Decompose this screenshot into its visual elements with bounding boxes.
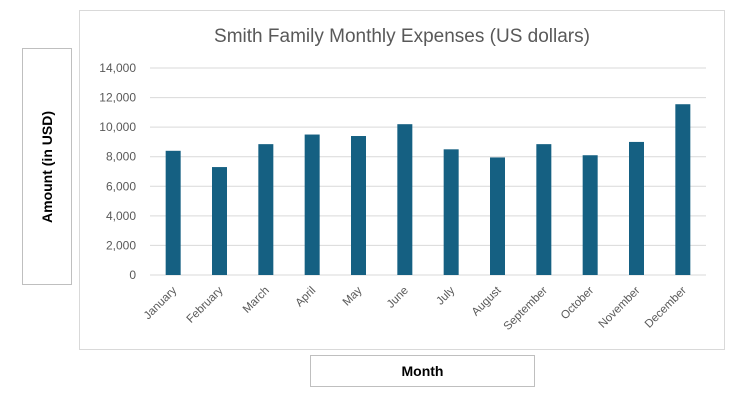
y-tick-label: 14,000 [99,61,136,75]
bar-september [536,144,552,275]
y-tick-label: 2,000 [106,238,136,252]
y-tick-label: 0 [129,268,136,282]
x-tick-label: March [241,285,272,316]
bar-january [165,150,181,275]
bar-december [675,104,691,275]
x-axis-title: Month [401,363,444,379]
y-tick-label: 12,000 [99,91,136,105]
x-tick-label: April [294,285,319,310]
bar-february [212,167,227,275]
x-tick-label: January [142,284,180,322]
x-tick-label: September [502,285,550,333]
bar-june [397,124,413,275]
bar-may [351,136,366,275]
x-tick-label: May [341,284,365,308]
chart-area [79,10,725,350]
x-tick-label: October [559,285,597,323]
y-tick-label: 4,000 [106,209,136,223]
bar-march [258,144,274,275]
x-tick-label: June [385,285,411,311]
y-tick-label: 6,000 [106,179,136,193]
x-tick-label: December [643,285,689,331]
y-tick-label: 10,000 [99,120,136,134]
x-tick-label: February [185,284,226,325]
bar-november [629,141,644,275]
bar-october [582,155,598,275]
x-tick-label: August [470,284,504,318]
y-axis-title-box: Amount (in USD) [22,48,72,285]
x-tick-label: November [597,285,643,331]
bar-august [490,157,505,275]
x-tick-label: July [434,284,457,307]
chart-title: Smith Family Monthly Expenses (US dollar… [214,26,590,47]
y-tick-label: 8,000 [106,150,136,164]
bar-july [443,149,459,275]
x-axis-title-box: Month [310,355,535,387]
bar-april [304,134,320,275]
